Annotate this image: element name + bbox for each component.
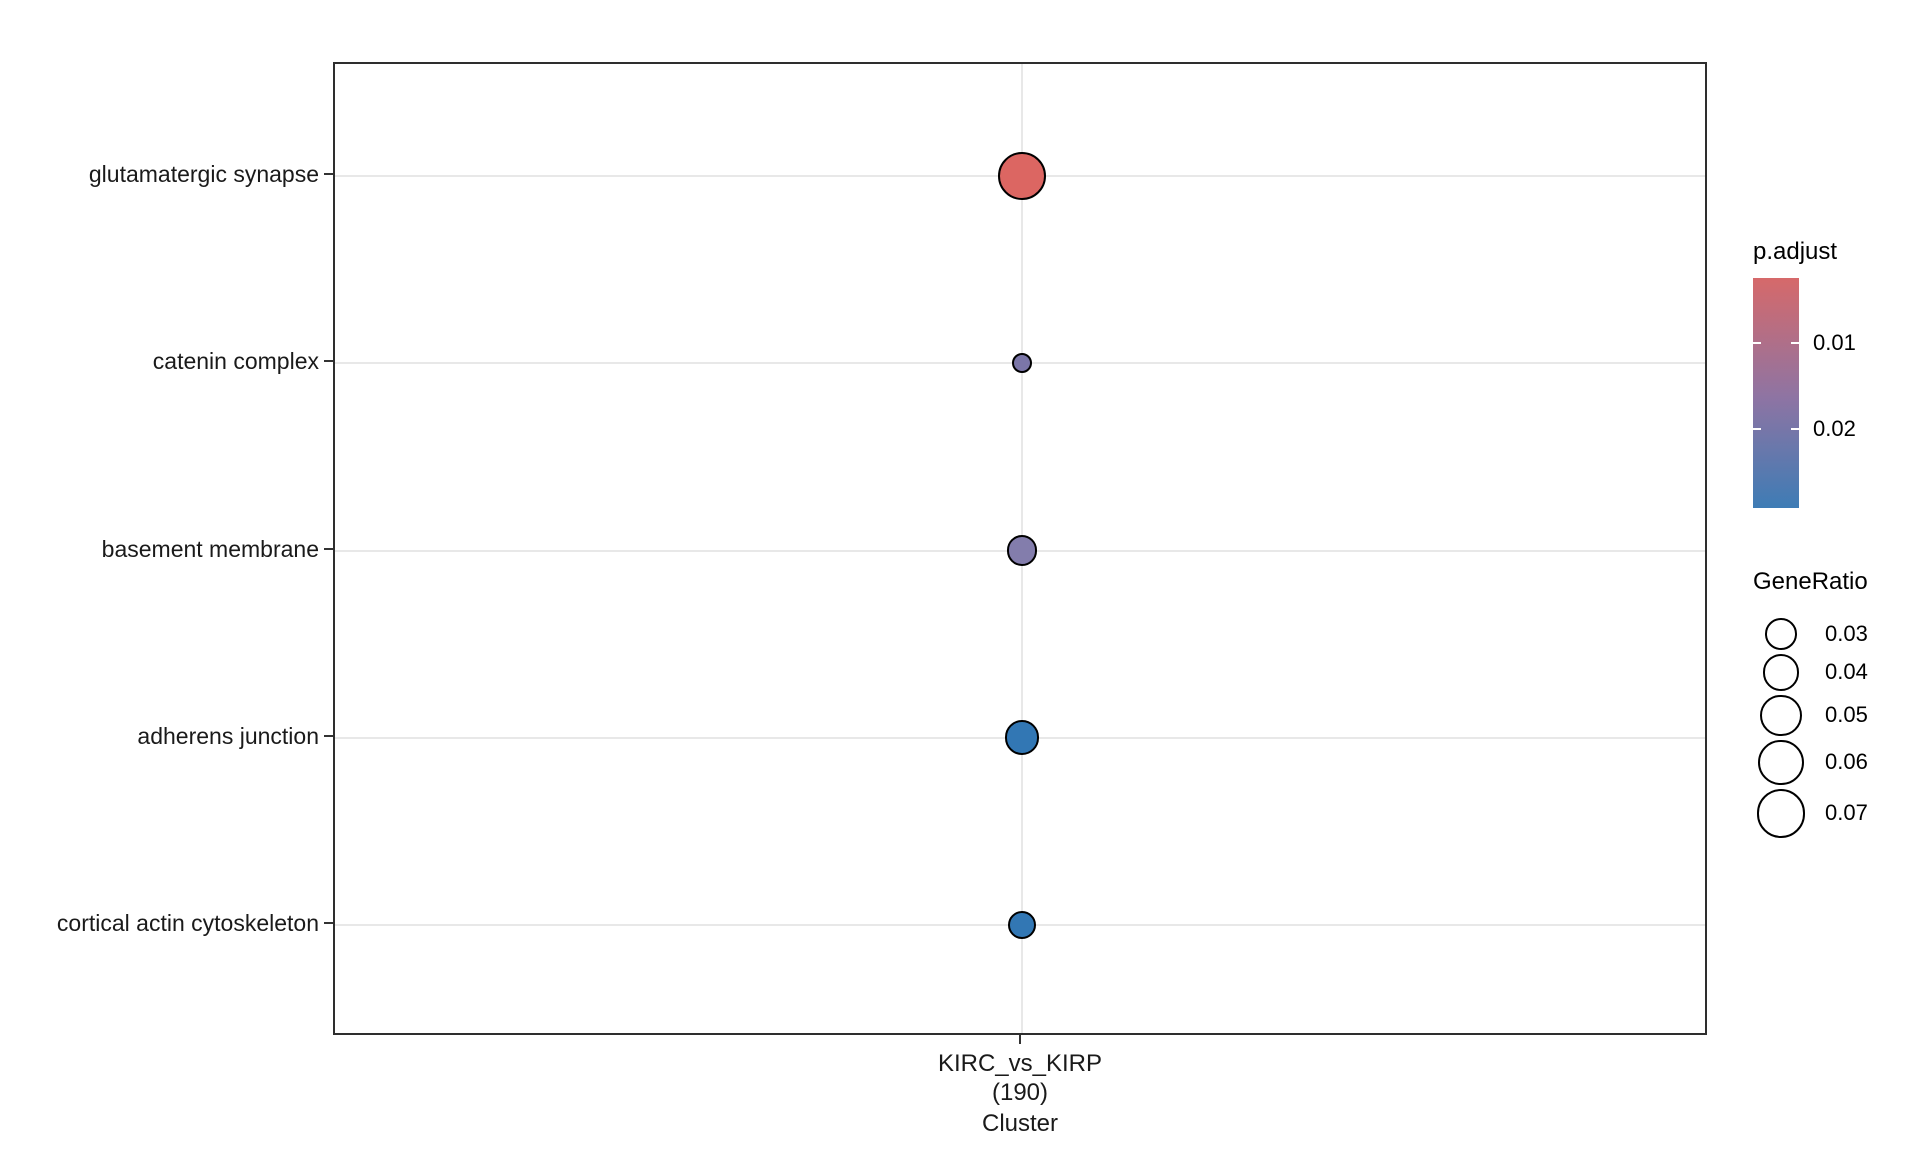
x-axis-title: Cluster xyxy=(981,1110,1059,1137)
size-legend-circle xyxy=(1765,618,1797,650)
gradient-tick-left xyxy=(1753,428,1761,431)
color-legend-title: p.adjust xyxy=(1753,238,1838,265)
size-legend-circle xyxy=(1762,653,1800,691)
color-legend-tick-label: 0.02 xyxy=(1813,416,1856,442)
size-legend-circle xyxy=(1760,694,1802,736)
y-axis-tick xyxy=(324,360,333,363)
y-axis-label: glutamatergic synapse xyxy=(88,161,319,188)
data-point xyxy=(1011,353,1033,374)
color-gradient-bar xyxy=(1753,278,1799,508)
data-point xyxy=(998,152,1046,201)
data-point xyxy=(1004,720,1040,756)
x-category-line2: (190) xyxy=(991,1079,1049,1106)
color-legend-tick-label: 0.01 xyxy=(1813,330,1856,356)
size-legend-label: 0.05 xyxy=(1825,702,1868,728)
plot-panel xyxy=(333,62,1707,1035)
y-axis-label: cortical actin cytoskeleton xyxy=(56,909,319,936)
x-axis-tick xyxy=(1019,1035,1021,1044)
size-legend-label: 0.03 xyxy=(1825,621,1868,646)
data-point xyxy=(1008,910,1036,939)
size-legend-label: 0.07 xyxy=(1825,800,1868,826)
y-axis-label: basement membrane xyxy=(101,535,319,562)
y-axis-tick xyxy=(324,173,333,176)
size-legend-label: 0.04 xyxy=(1825,659,1868,685)
data-point xyxy=(1006,535,1038,566)
size-legend-circle xyxy=(1756,788,1806,838)
y-axis-label: catenin complex xyxy=(152,348,319,375)
size-legend-label: 0.06 xyxy=(1825,749,1868,775)
gradient-tick-right xyxy=(1791,428,1799,431)
x-axis-category-label: KIRC_vs_KIRP (190) xyxy=(870,1049,1170,1107)
size-legend-circle xyxy=(1758,739,1804,785)
x-category-line1: KIRC_vs_KIRP xyxy=(937,1050,1103,1077)
gradient-tick-right xyxy=(1791,342,1799,345)
y-axis-label: adherens junction xyxy=(137,722,319,749)
y-axis-tick xyxy=(324,734,333,737)
size-legend-title: GeneRatio xyxy=(1753,568,1868,595)
gradient-tick-left xyxy=(1753,342,1761,345)
y-axis-tick xyxy=(324,547,333,550)
y-axis-tick xyxy=(324,921,333,924)
